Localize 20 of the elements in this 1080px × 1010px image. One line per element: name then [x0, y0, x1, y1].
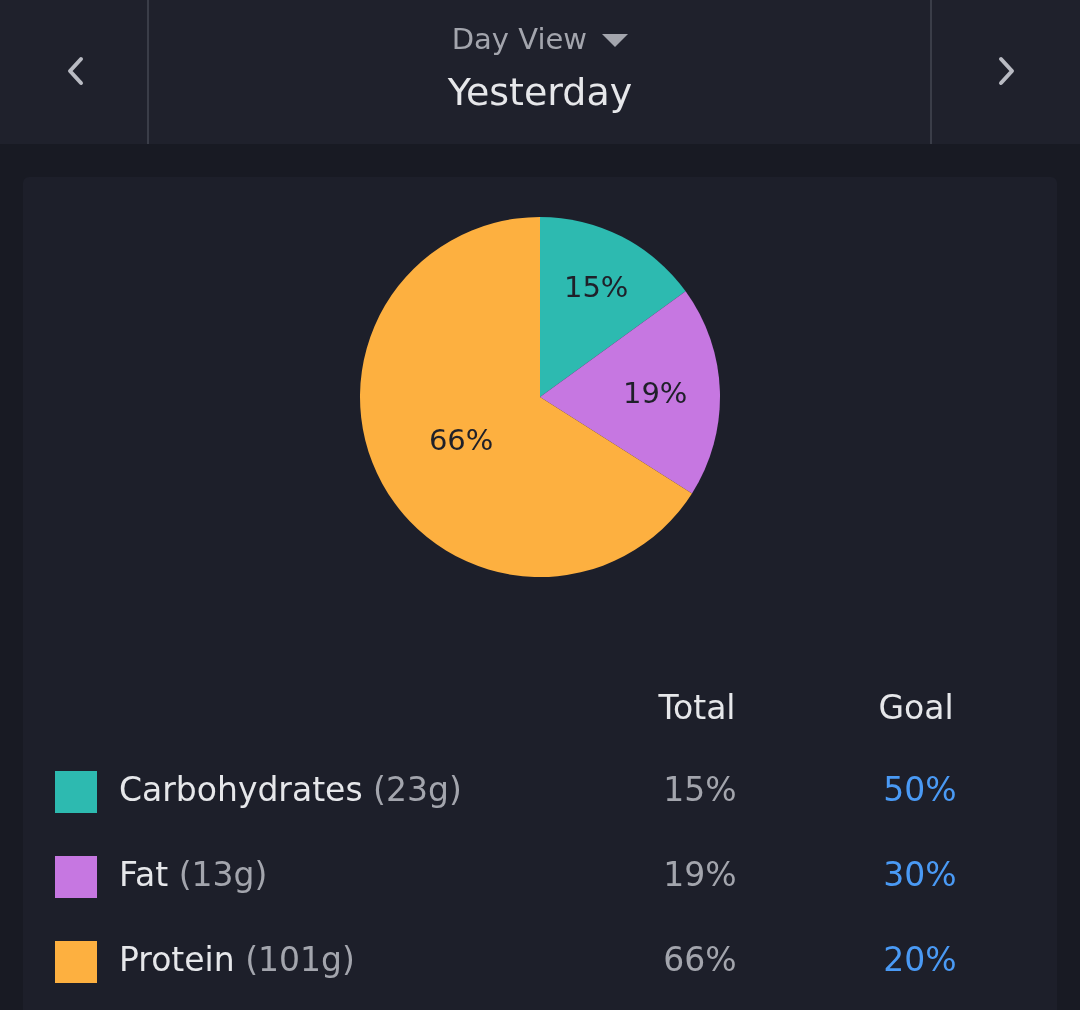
pie-slice [360, 217, 692, 577]
text: (23g) [373, 770, 462, 809]
text: Goal [877, 688, 955, 727]
data-label: 15% [563, 269, 629, 304]
text: 66% [663, 940, 737, 979]
text: (101g) [245, 940, 355, 979]
text: 30% [882, 855, 958, 894]
data-label: 66% [428, 423, 494, 458]
legend-label: Protein [119, 940, 235, 979]
text: 19% [663, 855, 737, 894]
text: 50% [882, 770, 958, 809]
legend-label: Fat [119, 855, 169, 894]
text: (13g) [178, 855, 268, 894]
data-label: 19% [622, 376, 688, 411]
text: 15% [663, 770, 737, 809]
text: 20% [882, 940, 958, 979]
legend-label: Carbohydrates [119, 770, 363, 809]
chart-title: Yesterday [446, 70, 634, 114]
chart-subtitle: Day View [450, 22, 589, 56]
text: Total [657, 688, 737, 727]
